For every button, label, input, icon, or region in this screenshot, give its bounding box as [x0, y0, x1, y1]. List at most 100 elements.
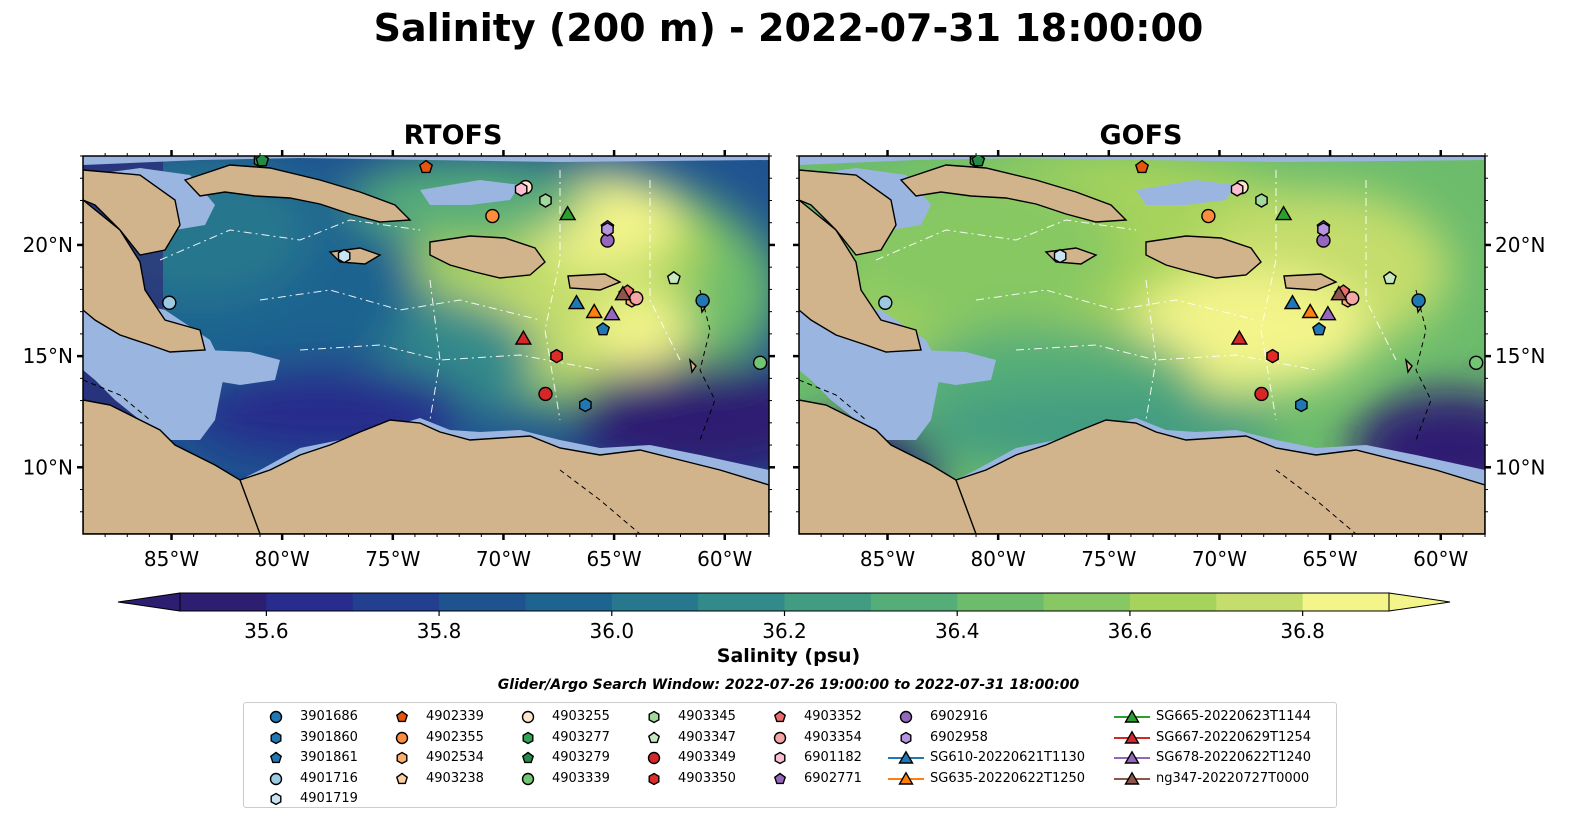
legend-label: 3901861 [300, 750, 358, 765]
argo-float-marker [514, 182, 528, 197]
legend-marker [898, 750, 914, 764]
panel-title-rtofs: RTOFS [403, 120, 503, 151]
legend-marker [522, 731, 534, 744]
legend-label: 4903277 [552, 729, 610, 745]
colorbar-segment [611, 593, 699, 611]
argo-float-marker [1230, 182, 1244, 197]
legend-label: 4901716 [300, 770, 358, 786]
legend-marker [900, 731, 912, 744]
lon-tick-label: 85°W [144, 547, 199, 571]
legend-label: 4903255 [552, 709, 610, 724]
colorbar-tick-label: 35.6 [244, 619, 289, 640]
legend-marker-icon [269, 710, 283, 724]
legend-marker [521, 772, 535, 785]
legend-marker-icon [900, 731, 912, 744]
legend-label: 6901182 [804, 750, 862, 765]
legend-marker [270, 731, 282, 744]
legend-marker-icon [648, 710, 660, 724]
argo-float-marker [579, 397, 592, 413]
legend-marker-icon [395, 710, 409, 723]
colorbar: 35.6 35.8 36.0 36.2 36.4 36.6 36.8 [117, 592, 1451, 640]
legend-marker-icon [1114, 770, 1150, 785]
legend-label: ng347-20220727T0000 [1156, 770, 1310, 786]
legend-marker-icon [773, 710, 787, 723]
legend-marker-icon [396, 751, 408, 765]
legend-marker [269, 710, 283, 724]
legend-label: 6902958 [930, 729, 988, 745]
legend-label: 4903352 [804, 709, 862, 724]
lat-tick-label: 10°N [23, 455, 73, 479]
legend-marker-icon [521, 772, 535, 785]
argo-float-marker [1312, 322, 1327, 336]
map-canvas: 85°W 80°W 75°W 70°W 65°W 60°W 20°N 15°N 10°N 85°W… [23, 150, 1545, 571]
legend-marker-icon [395, 772, 409, 784]
lon-tick-label: 75°W [365, 547, 420, 571]
legend-marker-icon [888, 750, 924, 764]
argo-float-marker [1255, 193, 1268, 208]
figure-title: Salinity (200 m) - 2022-07-31 18:00:00 [373, 6, 1204, 50]
lon-tick-label: 65°W [1302, 547, 1357, 571]
legend-marker [774, 751, 786, 765]
legend-marker-icon [773, 772, 787, 784]
legend-label: SG667-20220629T1254 [1156, 729, 1312, 745]
glider-marker [614, 285, 632, 301]
argo-float-marker [971, 156, 986, 167]
legend-marker [1124, 750, 1140, 764]
legend-marker [898, 770, 914, 785]
colorbar-segment [266, 593, 354, 611]
colorbar-segment [525, 593, 613, 611]
colorbar-segment [957, 593, 1045, 611]
lat-tick-label: 20°N [23, 233, 73, 257]
legend-marker [521, 751, 535, 764]
argo-float-marker [539, 193, 552, 208]
argo-float-marker [629, 291, 644, 306]
argo-float-marker [485, 208, 500, 224]
legend-marker-icon [647, 751, 661, 765]
colorbar-tick-label: 36.8 [1280, 619, 1325, 640]
lat-tick-label: 20°N [1495, 233, 1545, 257]
colorbar-extend-low [117, 592, 181, 612]
argo-float-marker [1382, 270, 1397, 285]
colorbar-tick-label: 36.2 [762, 619, 807, 640]
legend-marker-icon [647, 731, 661, 743]
legend-marker [647, 731, 661, 743]
legend-marker-icon [522, 731, 534, 744]
glider-marker [603, 305, 621, 321]
gofs-map [799, 156, 1485, 534]
lon-tick-label: 75°W [1081, 547, 1136, 571]
glider-marker [567, 294, 586, 310]
legend-marker-icon [1114, 709, 1150, 723]
argo-float-marker [752, 355, 768, 370]
legend-marker [899, 710, 913, 724]
argo-float-marker [1266, 348, 1279, 364]
argo-float-marker [601, 222, 614, 237]
legend-label: 4902355 [426, 729, 484, 745]
legend-title: Glider/Argo Search Window: 2022-07-26 19… [497, 677, 1080, 693]
argo-float-marker [878, 295, 893, 310]
legend-label: 4903354 [804, 729, 862, 745]
legend-marker [269, 772, 283, 785]
argo-float-marker [1201, 208, 1216, 224]
legend-label: 4901719 [300, 791, 358, 806]
legend-marker [269, 751, 283, 764]
legend-marker-icon [270, 792, 282, 806]
argo-float-marker [255, 156, 270, 167]
legend-label: 4902534 [426, 750, 484, 765]
colorbar-segment [784, 593, 872, 611]
legend-marker [395, 731, 409, 744]
colorbar-label: Salinity (psu) [716, 645, 861, 667]
colorbar-tick-label: 36.0 [590, 619, 635, 640]
lat-tick-label: 10°N [1495, 455, 1545, 479]
legend-marker [647, 751, 661, 765]
legend-marker-icon [521, 710, 535, 724]
glider-marker [1319, 305, 1337, 321]
legend-label: 4903347 [678, 729, 736, 745]
colorbar-segment [698, 593, 785, 611]
colorbar-segment [352, 593, 440, 611]
glider-marker [1274, 205, 1293, 221]
lon-tick-label: 70°W [476, 547, 531, 571]
legend-marker [396, 751, 408, 765]
lat-tick-label: 15°N [23, 344, 73, 368]
panel-title-gofs: GOFS [1099, 120, 1183, 151]
legend-label: 4903238 [426, 770, 484, 786]
